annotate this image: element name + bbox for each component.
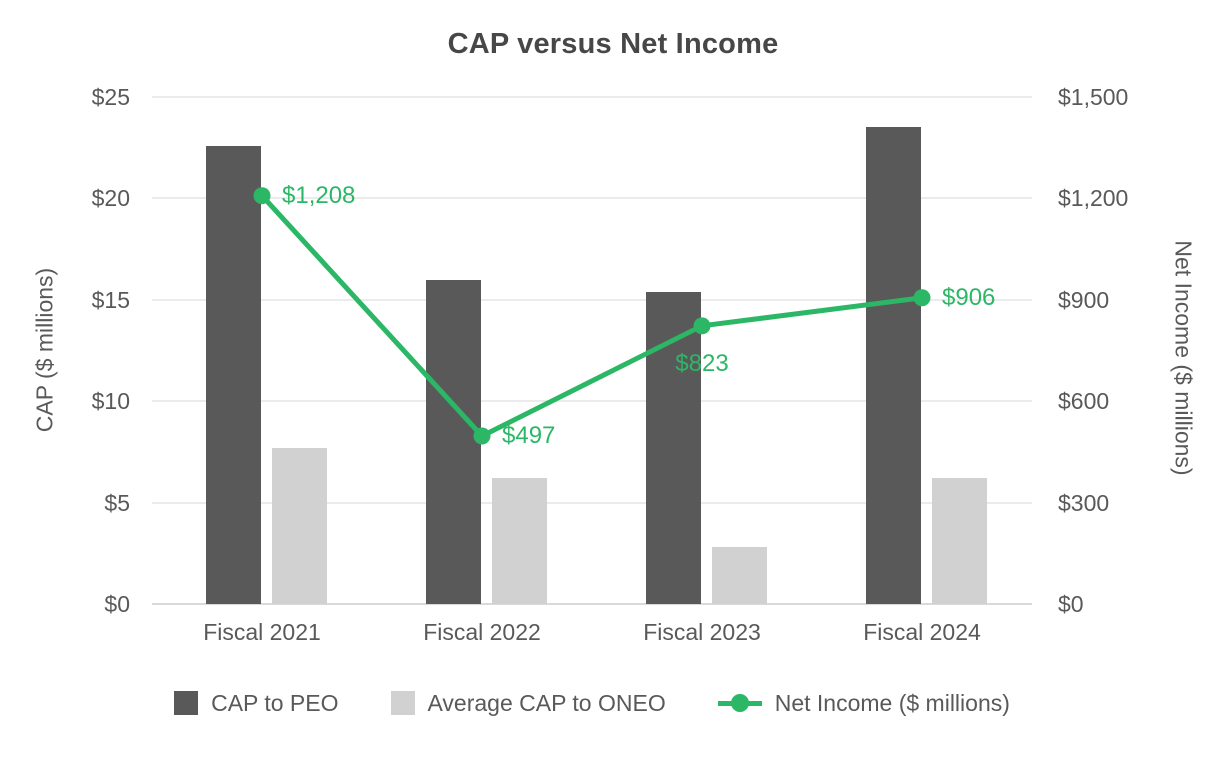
right-axis-title: Net Income ($ millions) [1170,240,1197,476]
legend-item-net-income: Net Income ($ millions) [717,689,1010,717]
x-axis-label: Fiscal 2021 [203,619,321,645]
net-income-point [473,427,491,445]
net-income-data-label: $906 [942,283,996,311]
legend-label-net-income: Net Income ($ millions) [774,689,1010,716]
right-axis-tick-label: $300 [1058,489,1110,516]
net-income-data-label: $1,208 [282,181,356,209]
net-income-line-chart [253,187,931,445]
gridline [152,197,1032,200]
cap-to-peo-swatch-icon [174,691,199,715]
left-axis-tick-label: $10 [91,388,130,415]
net-income-point [693,317,711,335]
bar-average-cap-to-oneo [932,478,987,604]
right-axis-tick-label: $600 [1058,388,1110,415]
right-axis-tick-label: $0 [1058,591,1084,617]
left-axis-tick-label: $15 [91,286,130,313]
net-income-marker-dot [730,694,749,712]
legend-label-cap-to-peo: CAP to PEO [211,689,339,716]
bar-cap-to-peo [206,145,261,604]
left-axis-tick-label: $0 [104,591,130,617]
x-axis-label: Fiscal 2022 [423,619,541,645]
net-income-line-marker-icon [717,694,762,712]
net-income-point [913,289,931,307]
bar-cap-to-peo [426,279,481,604]
plot-area [152,96,1032,605]
gridline [152,96,1032,98]
right-axis-tick-label: $900 [1058,286,1110,313]
net-income-line [260,194,923,439]
left-axis-tick-label: $25 [91,84,130,110]
net-income-data-label: $497 [502,422,556,449]
average-cap-to-oneo-swatch-icon [390,691,415,715]
left-axis-tick-label: $20 [91,185,130,212]
legend-item-average-cap-to-oneo: Average CAP to ONEO [390,689,666,717]
gridline [152,400,1032,403]
bar-average-cap-to-oneo [492,478,547,604]
bar-cap-to-peo [866,127,921,604]
x-axis-label: Fiscal 2023 [643,619,761,645]
x-axis-label: Fiscal 2024 [863,619,981,645]
bar-average-cap-to-oneo [272,447,327,604]
left-axis-tick-label: $5 [104,489,130,516]
gridline [152,501,1032,504]
gridline [152,298,1032,301]
chart-title: CAP versus Net Income [447,28,779,60]
legend-item-cap-to-peo: CAP to PEO [174,689,339,717]
legend: CAP to PEO Average CAP to ONEO Net Incom… [152,683,1032,723]
net-income-data-label: $823 [675,349,729,377]
bar-cap-to-peo [646,291,701,604]
x-axis-line [152,603,1032,605]
right-axis-tick-label: $1,200 [1058,185,1129,212]
legend-label-average-cap-to-oneo: Average CAP to ONEO [427,689,666,716]
net-income-point [253,187,271,205]
right-axis-tick-label: $1,500 [1058,84,1129,110]
bar-average-cap-to-oneo [712,547,767,604]
